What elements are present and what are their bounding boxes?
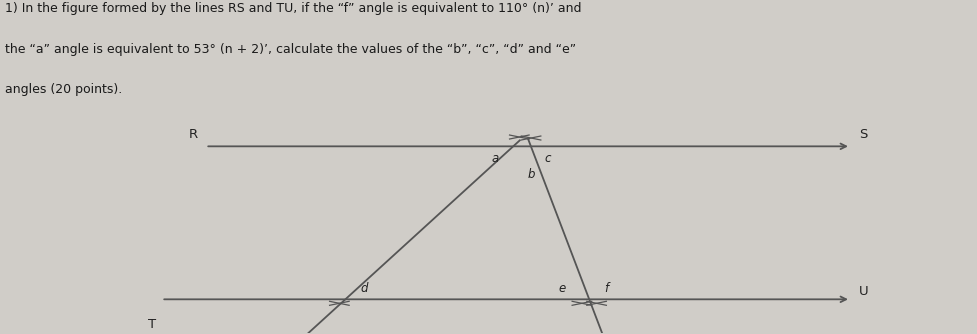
Text: d: d	[361, 282, 368, 295]
Text: c: c	[544, 152, 551, 165]
Text: 1) In the figure formed by the lines RS and TU, if the “f” angle is equivalent t: 1) In the figure formed by the lines RS …	[5, 2, 580, 15]
Text: the “a” angle is equivalent to 53° (n + 2)’, calculate the values of the “b”, “c: the “a” angle is equivalent to 53° (n + …	[5, 43, 575, 56]
Text: a: a	[491, 152, 498, 165]
Text: R: R	[189, 128, 197, 141]
Text: T: T	[149, 318, 156, 331]
Text: b: b	[527, 168, 534, 181]
Text: f: f	[604, 282, 608, 295]
Text: S: S	[858, 128, 867, 141]
Text: angles (20 points).: angles (20 points).	[5, 83, 122, 96]
Text: e: e	[558, 282, 565, 295]
Text: U: U	[858, 285, 868, 298]
